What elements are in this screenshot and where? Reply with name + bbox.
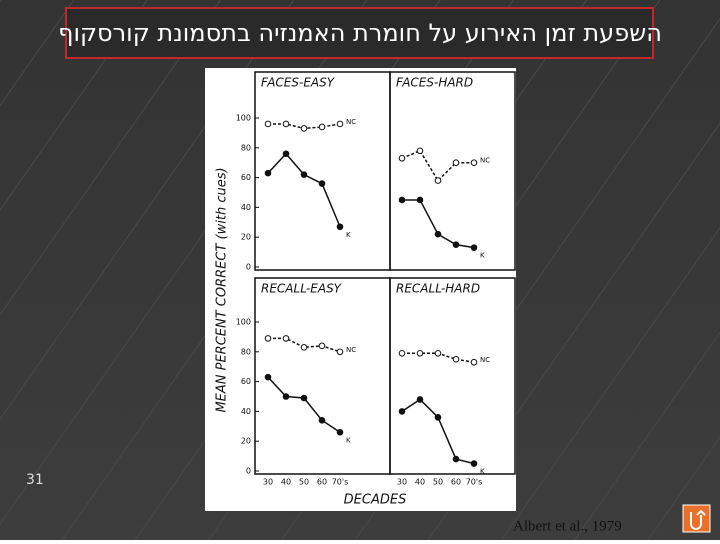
data-point	[470, 159, 478, 166]
series-line	[401, 149, 474, 182]
data-point	[416, 196, 424, 204]
data-point	[264, 373, 272, 381]
data-point	[452, 355, 460, 363]
y-tick-label: 0	[246, 263, 251, 272]
series-label: K	[480, 252, 485, 260]
y-tick-label: 20	[241, 233, 251, 242]
panel-title: RECALL-HARD	[396, 282, 480, 296]
data-point	[434, 414, 442, 421]
series-label: NC	[346, 118, 356, 126]
return-icon[interactable]	[682, 504, 711, 533]
data-point	[336, 223, 344, 231]
x-tick-label: 50	[433, 478, 443, 487]
data-point	[452, 159, 460, 166]
data-point	[416, 396, 424, 403]
data-point	[282, 335, 290, 342]
data-point	[264, 120, 272, 128]
data-point	[300, 394, 308, 402]
x-tick-label: 40	[415, 478, 425, 487]
x-tick-label: 70's	[466, 478, 483, 487]
y-axis-label: MEAN PERCENT CORRECT (with cues)	[215, 167, 230, 412]
data-point	[300, 171, 308, 178]
panel-frame	[389, 277, 516, 475]
x-tick-label: 70's	[332, 478, 349, 487]
data-point	[264, 169, 272, 177]
x-tick-label: 50	[299, 478, 309, 487]
data-point	[282, 120, 290, 128]
data-point	[318, 417, 326, 424]
data-point	[264, 335, 272, 342]
data-point	[452, 241, 460, 248]
data-point	[300, 344, 308, 351]
x-tick-label: 30	[263, 478, 273, 487]
series-label: NC	[480, 157, 490, 165]
series-line	[268, 337, 341, 353]
x-axis-label: DECADES	[344, 493, 407, 508]
data-point	[300, 125, 308, 132]
series-label: K	[346, 436, 351, 444]
y-tick-label: 100	[236, 114, 251, 123]
x-tick-label: 60	[451, 478, 461, 487]
data-point	[434, 349, 442, 357]
data-point	[398, 408, 406, 415]
series-label: NC	[346, 346, 356, 354]
data-point	[416, 349, 424, 357]
panel-title: RECALL-EASY	[261, 282, 343, 296]
data-point	[416, 147, 424, 155]
series-label: K	[346, 231, 351, 239]
data-point	[470, 358, 478, 366]
data-point	[398, 349, 406, 357]
y-tick-label: 60	[241, 173, 251, 182]
figure	[205, 68, 516, 511]
icon-box[interactable]	[682, 504, 711, 533]
icon-arrow[interactable]	[690, 509, 706, 530]
data-point	[434, 177, 442, 184]
y-tick-label: 40	[241, 203, 251, 212]
data-point	[282, 393, 290, 400]
data-point	[470, 244, 478, 251]
data-point	[336, 428, 344, 436]
y-tick-label: 60	[241, 377, 251, 386]
panel-title: FACES-HARD	[396, 76, 473, 90]
y-tick-label: 80	[241, 347, 251, 356]
data-point	[336, 348, 344, 356]
data-point	[318, 180, 326, 187]
panel-frame	[389, 71, 516, 271]
panel-title: FACES-EASY	[261, 76, 336, 90]
slide-number: 31	[26, 472, 44, 488]
y-tick-label: 20	[241, 437, 251, 446]
title-box	[65, 7, 654, 59]
y-tick-label: 80	[241, 143, 251, 152]
data-point	[470, 460, 478, 467]
data-point	[398, 154, 406, 162]
data-point	[318, 123, 326, 131]
data-point	[318, 342, 326, 350]
y-tick-label: 40	[241, 407, 251, 416]
slide-title: השפעת זמן האירוע על חומרת האמנזיה בתסמונ…	[58, 19, 662, 47]
series-label: K	[480, 468, 485, 476]
y-tick-label: 0	[246, 467, 251, 476]
series-label: NC	[480, 356, 490, 364]
x-tick-label: 30	[397, 478, 407, 487]
data-point	[282, 150, 290, 158]
x-tick-label: 40	[281, 478, 291, 487]
data-point	[452, 455, 460, 463]
y-tick-label: 100	[236, 318, 251, 327]
data-point	[398, 196, 406, 204]
citation: Albert et al., 1979	[513, 518, 622, 534]
x-tick-label: 60	[317, 478, 327, 487]
data-point	[434, 230, 442, 238]
data-point	[336, 120, 344, 128]
